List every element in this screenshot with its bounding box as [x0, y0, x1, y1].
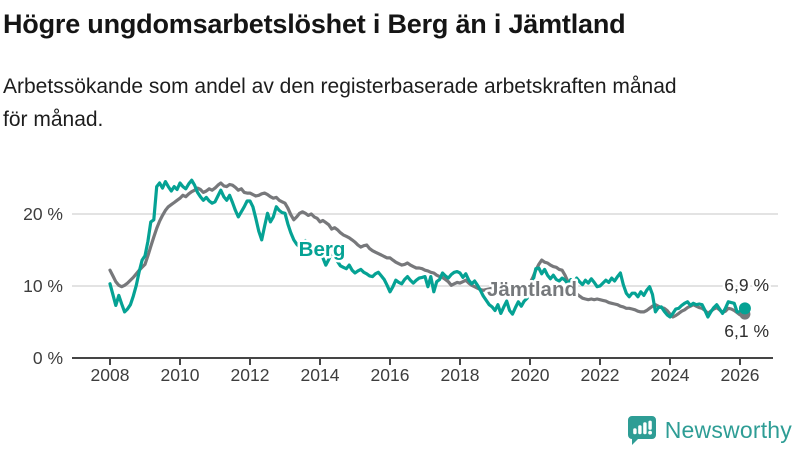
newsworthy-brand-label: Newsworthy — [664, 417, 792, 443]
x-axis-tick-label: 2014 — [301, 365, 340, 385]
x-axis-tick-label: 2020 — [511, 365, 550, 385]
y-axis-tick-label: 20 % — [23, 204, 63, 224]
x-axis-tick-label: 2018 — [441, 365, 480, 385]
series-label-jämtland: Jämtland — [487, 278, 577, 301]
chart-title: Högre ungdomsarbetslöshet i Berg än i Jä… — [3, 9, 626, 39]
chart-header: Högre ungdomsarbetslöshet i Berg än i Jä… — [3, 0, 783, 136]
end-value-label: 6,9 % — [724, 275, 769, 295]
series-end-dot-berg — [738, 302, 751, 315]
y-axis-tick-label: 0 % — [33, 348, 63, 368]
newsworthy-logo-icon — [627, 415, 657, 446]
series-line-berg — [108, 178, 745, 319]
chart-subtitle-line1: Arbetssökande som andel av den registerb… — [3, 75, 677, 98]
x-axis-tick-label: 2010 — [161, 365, 200, 385]
x-axis-tick-label: 2008 — [91, 365, 130, 385]
chart-subtitle-line2: för månad. — [3, 108, 104, 131]
x-axis-tick-label: 2016 — [371, 365, 410, 385]
newsworthy-logo: Newsworthy — [627, 415, 792, 446]
series-line-jämtland — [108, 181, 745, 319]
chart-subtitle: Arbetssökande som andel av den registerb… — [3, 70, 783, 136]
x-axis-tick-label: 2026 — [721, 365, 760, 385]
end-value-label: 6,1 % — [724, 321, 769, 341]
series-label-berg: Berg — [299, 238, 346, 261]
x-axis-tick-label: 2022 — [581, 365, 620, 385]
y-axis-tick-label: 10 % — [23, 276, 63, 296]
x-axis-tick-label: 2024 — [651, 365, 690, 385]
x-axis-tick-label: 2012 — [231, 365, 270, 385]
